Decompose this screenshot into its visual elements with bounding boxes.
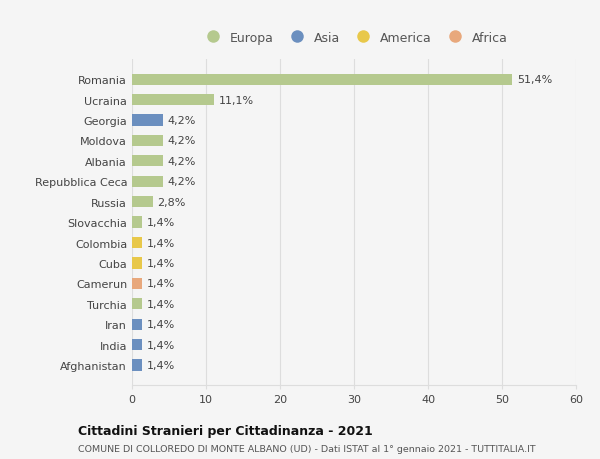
- Bar: [132, 176, 163, 187]
- Bar: [132, 298, 142, 310]
- Bar: [132, 196, 153, 208]
- Text: COMUNE DI COLLOREDO DI MONTE ALBANO (UD) - Dati ISTAT al 1° gennaio 2021 - TUTTI: COMUNE DI COLLOREDO DI MONTE ALBANO (UD)…: [78, 444, 536, 453]
- Text: 2,8%: 2,8%: [157, 197, 185, 207]
- Text: 4,2%: 4,2%: [167, 157, 196, 167]
- Bar: [132, 359, 142, 371]
- Text: 4,2%: 4,2%: [167, 116, 196, 126]
- Text: 4,2%: 4,2%: [167, 177, 196, 187]
- Bar: [132, 339, 142, 350]
- Bar: [132, 319, 142, 330]
- Bar: [132, 278, 142, 289]
- Text: 4,2%: 4,2%: [167, 136, 196, 146]
- Bar: [132, 217, 142, 228]
- Legend: Europa, Asia, America, Africa: Europa, Asia, America, Africa: [195, 27, 513, 50]
- Text: 11,1%: 11,1%: [218, 95, 254, 106]
- Text: 51,4%: 51,4%: [517, 75, 552, 85]
- Text: 1,4%: 1,4%: [147, 299, 175, 309]
- Bar: [132, 135, 163, 147]
- Text: 1,4%: 1,4%: [147, 218, 175, 228]
- Text: Cittadini Stranieri per Cittadinanza - 2021: Cittadini Stranieri per Cittadinanza - 2…: [78, 424, 373, 437]
- Bar: [132, 95, 214, 106]
- Bar: [132, 156, 163, 167]
- Text: 1,4%: 1,4%: [147, 279, 175, 289]
- Bar: [132, 237, 142, 249]
- Bar: [132, 74, 512, 86]
- Bar: [132, 115, 163, 126]
- Text: 1,4%: 1,4%: [147, 238, 175, 248]
- Text: 1,4%: 1,4%: [147, 319, 175, 330]
- Text: 1,4%: 1,4%: [147, 258, 175, 269]
- Bar: [132, 258, 142, 269]
- Text: 1,4%: 1,4%: [147, 340, 175, 350]
- Text: 1,4%: 1,4%: [147, 360, 175, 370]
